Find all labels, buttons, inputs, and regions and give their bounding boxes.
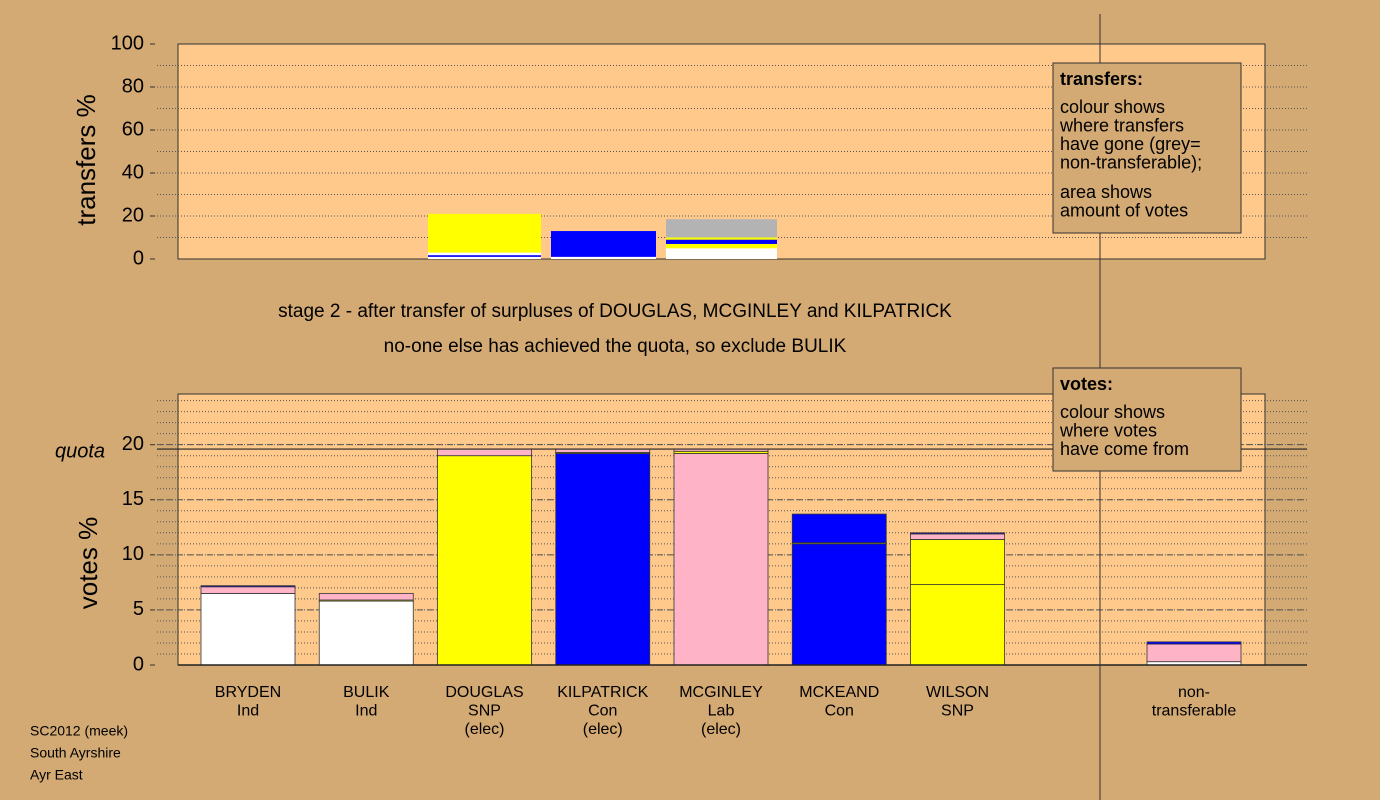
bar-segment bbox=[673, 453, 769, 666]
stage-text: stage 2 - after transfer of surpluses of… bbox=[278, 301, 952, 322]
stage-text: no-one else has achieved the quota, so e… bbox=[384, 336, 847, 357]
x-tick-label: BRYDEN bbox=[215, 684, 281, 701]
legend-box bbox=[1052, 62, 1242, 234]
y-tick-label: 40 bbox=[122, 161, 144, 183]
legend-text: where votes bbox=[1059, 420, 1157, 440]
bar-segment bbox=[428, 252, 541, 256]
x-tick-label: SNP bbox=[468, 703, 501, 720]
bar-segment bbox=[666, 237, 777, 240]
bar-segment bbox=[666, 243, 777, 249]
x-tick-label: (elec) bbox=[583, 721, 623, 738]
x-tick-label: Con bbox=[825, 703, 854, 720]
x-tick-label: MCGINLEY bbox=[679, 684, 763, 701]
y-tick-label: 10 bbox=[122, 543, 144, 565]
legend-text: colour shows bbox=[1060, 97, 1165, 117]
footer-text: SC2012 (meek) bbox=[30, 723, 128, 739]
bar-segment bbox=[200, 585, 296, 588]
footer-text: South Ayrshire bbox=[30, 745, 121, 761]
bar-segment bbox=[437, 448, 532, 457]
legend-text: have come from bbox=[1060, 439, 1189, 459]
legend-title: votes: bbox=[1060, 374, 1113, 394]
x-tick-label: SNP bbox=[941, 703, 974, 720]
y-tick-label: 60 bbox=[122, 118, 144, 140]
footer-text: Ayr East bbox=[30, 767, 83, 783]
legend-text: colour shows bbox=[1060, 402, 1165, 422]
bar-segment bbox=[910, 539, 1005, 585]
x-tick-label: (elec) bbox=[464, 721, 504, 738]
legend-text: have gone (grey= bbox=[1060, 134, 1201, 154]
bar-segment bbox=[1146, 643, 1242, 663]
x-tick-label: non- bbox=[1178, 684, 1210, 701]
legend-text: area shows bbox=[1060, 182, 1152, 202]
bar-segment bbox=[791, 513, 887, 544]
x-tick-label: WILSON bbox=[926, 684, 989, 701]
bar-segment bbox=[910, 584, 1005, 666]
bar-segment bbox=[551, 231, 656, 257]
y-axis-label: votes % bbox=[73, 517, 103, 610]
bar-segment bbox=[1146, 641, 1242, 645]
quota-label: quota bbox=[55, 440, 105, 462]
bar-segment bbox=[437, 455, 532, 666]
bar-segment bbox=[555, 453, 651, 666]
legend-text: amount of votes bbox=[1060, 200, 1188, 220]
bar-segment bbox=[910, 533, 1005, 540]
x-tick-label: Ind bbox=[355, 703, 377, 720]
y-tick-label: 15 bbox=[122, 488, 144, 510]
x-tick-label: Con bbox=[588, 703, 617, 720]
y-axis-label: transfers % bbox=[71, 94, 101, 226]
bar-segment bbox=[551, 256, 656, 259]
bar-segment bbox=[666, 248, 777, 259]
bar-segment bbox=[318, 592, 414, 601]
y-tick-label: 0 bbox=[133, 653, 144, 675]
x-tick-label: (elec) bbox=[701, 721, 741, 738]
y-tick-label: 0 bbox=[133, 247, 144, 269]
x-tick-label: Lab bbox=[708, 703, 735, 720]
x-tick-label: Ind bbox=[237, 703, 259, 720]
x-tick-label: BULIK bbox=[343, 684, 390, 701]
x-tick-label: DOUGLAS bbox=[445, 684, 523, 701]
marks bbox=[157, 65, 1307, 666]
legend-text: where transfers bbox=[1059, 115, 1184, 135]
legend-title: transfers: bbox=[1060, 69, 1143, 89]
y-tick-label: 100 bbox=[111, 32, 144, 54]
bar-segment bbox=[200, 586, 296, 594]
y-tick-label: 80 bbox=[122, 75, 144, 97]
bar-segment bbox=[428, 256, 541, 259]
bar-segment bbox=[666, 219, 777, 238]
bar-segment bbox=[428, 255, 541, 257]
bar-segment bbox=[910, 532, 1005, 535]
legend-box bbox=[1052, 367, 1242, 472]
bar-segment bbox=[791, 543, 887, 666]
y-tick-label: 20 bbox=[122, 204, 144, 226]
y-tick-label: 5 bbox=[133, 598, 144, 620]
bar-segment bbox=[666, 239, 777, 244]
bar-segment bbox=[318, 600, 414, 666]
x-tick-label: MCKEAND bbox=[799, 684, 879, 701]
y-tick-label: 20 bbox=[122, 433, 144, 455]
x-tick-label: KILPATRICK bbox=[557, 684, 648, 701]
x-tick-label: transferable bbox=[1152, 703, 1237, 720]
legend-text: non-transferable); bbox=[1060, 152, 1202, 172]
bar-segment bbox=[428, 213, 541, 253]
bar-segment bbox=[200, 592, 296, 666]
